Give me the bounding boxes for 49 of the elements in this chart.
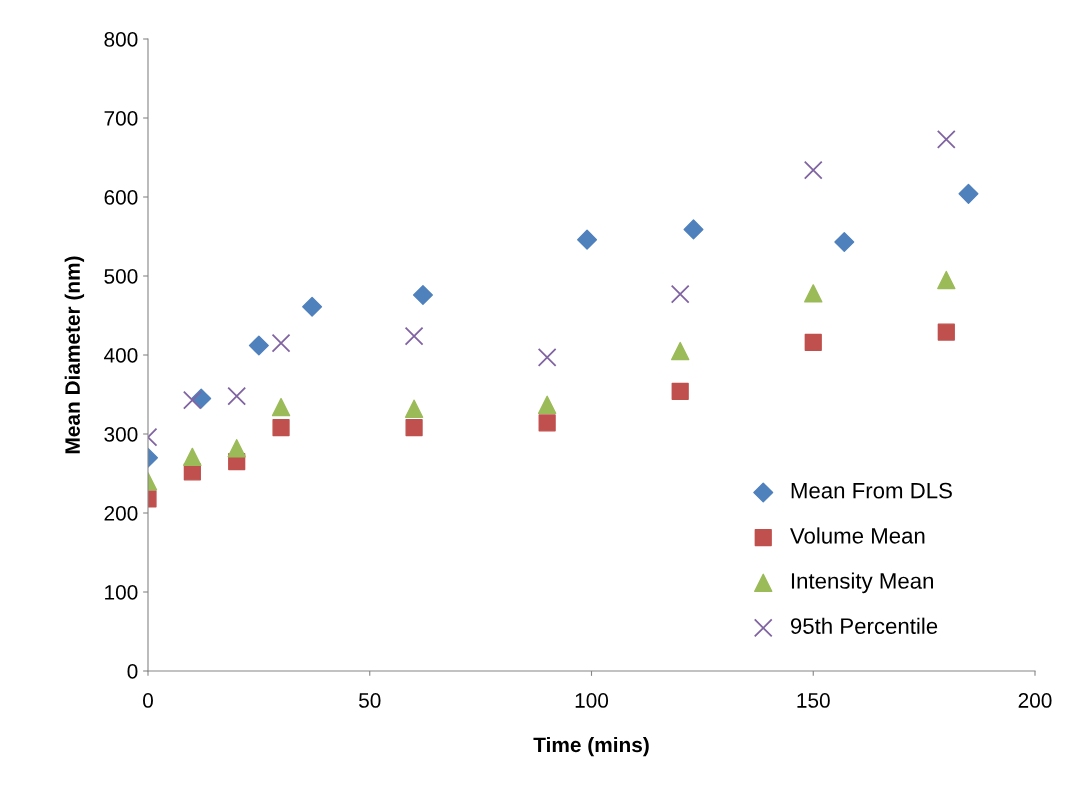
point — [404, 326, 424, 346]
point — [537, 347, 557, 367]
y-tick-label: 200 — [104, 506, 138, 521]
point — [302, 296, 323, 317]
y-tick-label: 300 — [104, 427, 138, 442]
point — [834, 232, 855, 253]
point — [670, 341, 690, 361]
point — [577, 229, 598, 250]
y-tick-label: 0 — [127, 664, 138, 679]
x-axis-title: Time (mins) — [533, 736, 649, 757]
point — [538, 414, 556, 432]
legend-label: Intensity Mean — [791, 572, 933, 594]
x-tick-label: 150 — [797, 693, 830, 708]
point — [271, 397, 291, 417]
x-tick-label: 0 — [143, 693, 153, 708]
y-tick-label: 500 — [104, 269, 138, 284]
legend-label: Volume Mean — [790, 527, 925, 544]
x-tick-label: 50 — [359, 693, 381, 708]
point — [804, 284, 823, 303]
y-tick-label: 100 — [105, 585, 138, 600]
legend-label: Mean From DLS — [791, 482, 952, 499]
point — [412, 284, 433, 305]
y-tick-label: 600 — [104, 190, 138, 205]
legend-label: 95th Percentile — [790, 617, 938, 634]
point — [271, 333, 291, 353]
point — [683, 219, 704, 240]
point — [803, 160, 823, 180]
point — [272, 419, 290, 437]
point — [937, 270, 956, 290]
point — [404, 399, 424, 418]
x-tick-label: 100 — [575, 693, 609, 708]
point — [936, 129, 956, 149]
point — [248, 335, 269, 356]
y-tick-label: 800 — [104, 32, 138, 47]
point — [537, 395, 557, 414]
point — [182, 390, 202, 410]
point — [183, 447, 202, 467]
point — [937, 323, 955, 341]
point — [405, 419, 423, 437]
point — [227, 386, 247, 406]
point — [227, 439, 246, 458]
y-tick-label: 700 — [104, 111, 138, 126]
point — [671, 382, 689, 400]
point — [804, 333, 822, 351]
y-tick-label: 400 — [104, 348, 138, 363]
point — [670, 284, 690, 304]
y-axis-title: Mean Diameter (nm) — [64, 256, 85, 454]
x-tick-label: 200 — [1018, 693, 1052, 708]
point — [958, 183, 979, 204]
